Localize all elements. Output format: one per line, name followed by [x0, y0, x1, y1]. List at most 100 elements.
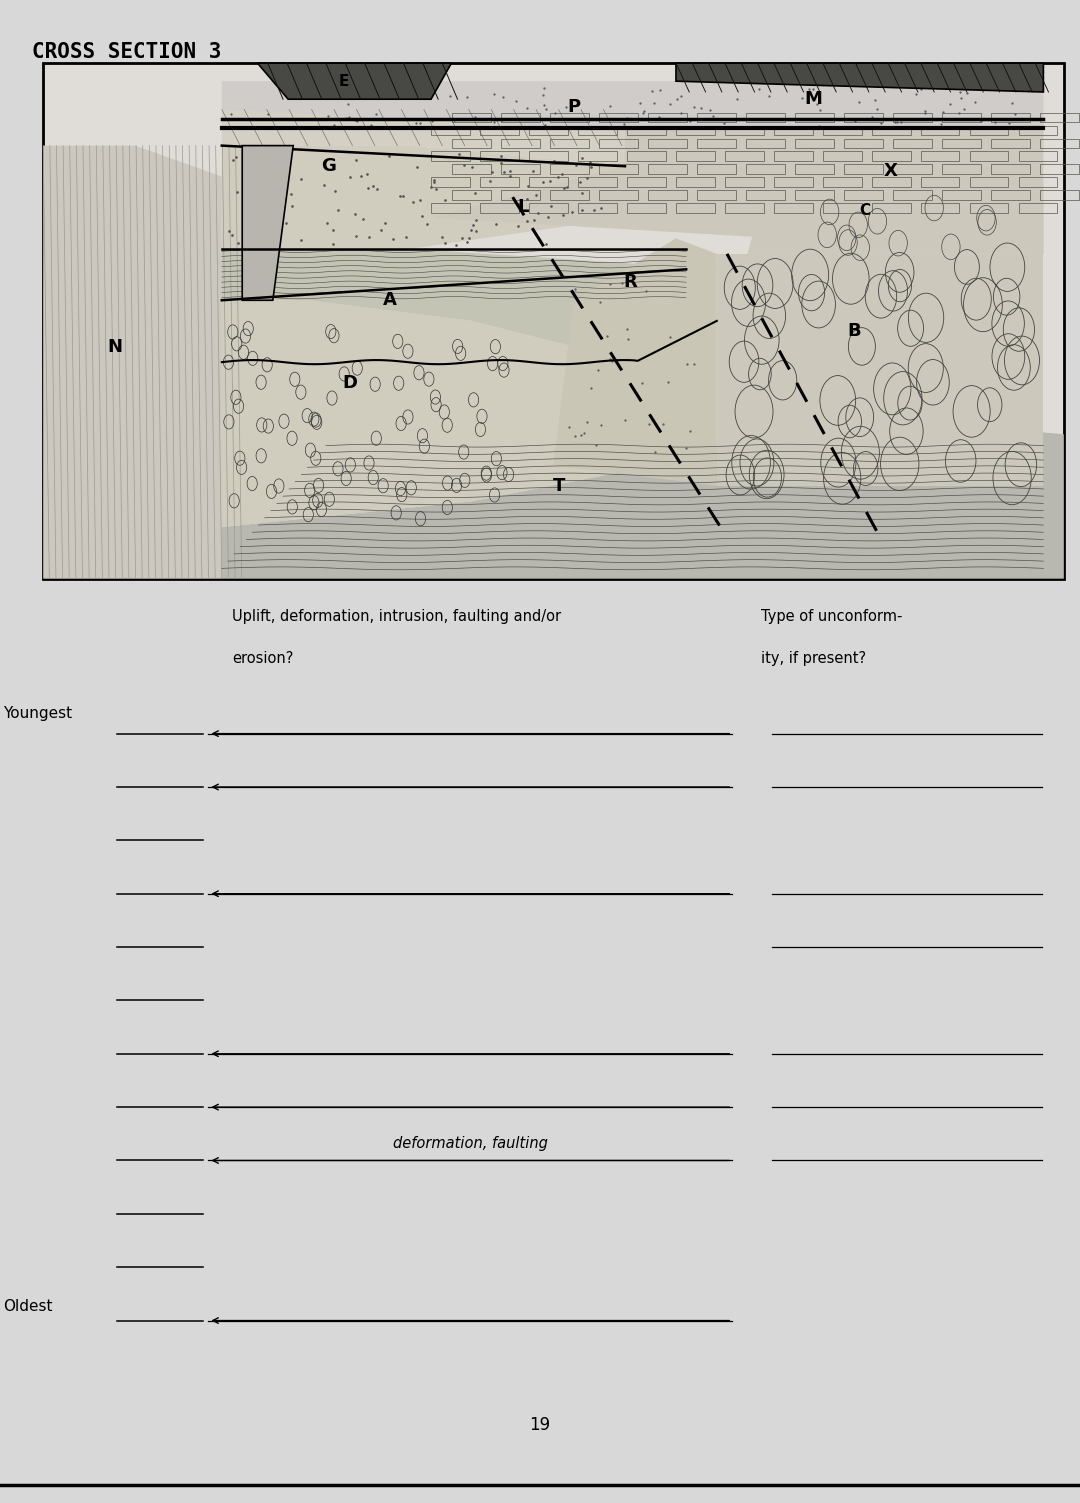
- Bar: [698, 189, 735, 200]
- Bar: [599, 138, 638, 149]
- Bar: [1040, 138, 1079, 149]
- Bar: [648, 189, 687, 200]
- Bar: [746, 113, 785, 122]
- Bar: [578, 152, 617, 161]
- Bar: [943, 113, 981, 122]
- Bar: [453, 189, 491, 200]
- Bar: [480, 177, 518, 186]
- Bar: [676, 177, 715, 186]
- Polygon shape: [242, 146, 294, 301]
- Polygon shape: [257, 63, 451, 99]
- Bar: [943, 189, 981, 200]
- Polygon shape: [747, 182, 1043, 254]
- Bar: [970, 152, 1009, 161]
- Polygon shape: [221, 110, 625, 167]
- Text: Type of unconform-: Type of unconform-: [761, 609, 903, 624]
- Bar: [431, 203, 470, 212]
- Bar: [774, 152, 812, 161]
- Bar: [872, 203, 910, 212]
- Bar: [1040, 164, 1079, 174]
- Bar: [578, 203, 617, 212]
- Polygon shape: [554, 239, 717, 485]
- Bar: [921, 126, 959, 135]
- Bar: [529, 152, 568, 161]
- Bar: [453, 164, 491, 174]
- Bar: [795, 138, 834, 149]
- Text: X: X: [883, 162, 897, 180]
- Bar: [501, 189, 540, 200]
- Bar: [627, 152, 665, 161]
- Polygon shape: [221, 413, 1064, 579]
- Bar: [774, 126, 812, 135]
- Bar: [698, 164, 735, 174]
- Bar: [991, 138, 1030, 149]
- Text: T: T: [552, 476, 565, 494]
- Bar: [551, 164, 589, 174]
- Bar: [823, 126, 862, 135]
- Bar: [746, 138, 785, 149]
- Text: E: E: [339, 74, 350, 89]
- Bar: [501, 113, 540, 122]
- Bar: [431, 152, 470, 161]
- Polygon shape: [717, 254, 1043, 485]
- Text: Uplift, deformation, intrusion, faulting and/or: Uplift, deformation, intrusion, faulting…: [232, 609, 562, 624]
- Text: erosion?: erosion?: [232, 651, 294, 666]
- Bar: [551, 113, 589, 122]
- Bar: [746, 164, 785, 174]
- Polygon shape: [221, 248, 717, 362]
- Text: Youngest: Youngest: [3, 706, 72, 721]
- Bar: [1018, 152, 1057, 161]
- Bar: [648, 138, 687, 149]
- Bar: [872, 126, 910, 135]
- Bar: [453, 113, 491, 122]
- Bar: [921, 177, 959, 186]
- Polygon shape: [221, 146, 625, 248]
- Bar: [795, 113, 834, 122]
- Bar: [676, 203, 715, 212]
- Bar: [893, 113, 932, 122]
- Bar: [627, 177, 665, 186]
- Bar: [480, 126, 518, 135]
- Bar: [676, 152, 715, 161]
- Text: P: P: [567, 98, 580, 116]
- Bar: [943, 164, 981, 174]
- Text: C: C: [860, 203, 870, 218]
- Text: Oldest: Oldest: [3, 1299, 53, 1314]
- Bar: [970, 203, 1009, 212]
- Bar: [480, 203, 518, 212]
- Bar: [845, 189, 883, 200]
- Bar: [1018, 177, 1057, 186]
- Polygon shape: [431, 95, 1043, 254]
- Bar: [872, 177, 910, 186]
- Bar: [921, 203, 959, 212]
- Text: 19: 19: [529, 1416, 551, 1434]
- Bar: [921, 152, 959, 161]
- Text: A: A: [383, 292, 397, 310]
- Bar: [1018, 126, 1057, 135]
- Polygon shape: [43, 146, 221, 579]
- Text: B: B: [848, 322, 862, 340]
- Bar: [501, 164, 540, 174]
- Bar: [1040, 189, 1079, 200]
- Bar: [725, 126, 764, 135]
- Bar: [991, 164, 1030, 174]
- Bar: [823, 152, 862, 161]
- Bar: [648, 113, 687, 122]
- Bar: [970, 126, 1009, 135]
- Bar: [599, 189, 638, 200]
- Bar: [1018, 203, 1057, 212]
- Bar: [725, 177, 764, 186]
- Bar: [480, 152, 518, 161]
- Bar: [795, 164, 834, 174]
- Bar: [872, 152, 910, 161]
- Bar: [943, 138, 981, 149]
- Bar: [529, 203, 568, 212]
- Text: L: L: [517, 198, 528, 216]
- Bar: [431, 177, 470, 186]
- Text: deformation, faulting: deformation, faulting: [393, 1136, 548, 1151]
- Bar: [599, 164, 638, 174]
- Bar: [725, 203, 764, 212]
- Text: D: D: [342, 374, 356, 392]
- Text: M: M: [805, 90, 823, 108]
- Bar: [501, 138, 540, 149]
